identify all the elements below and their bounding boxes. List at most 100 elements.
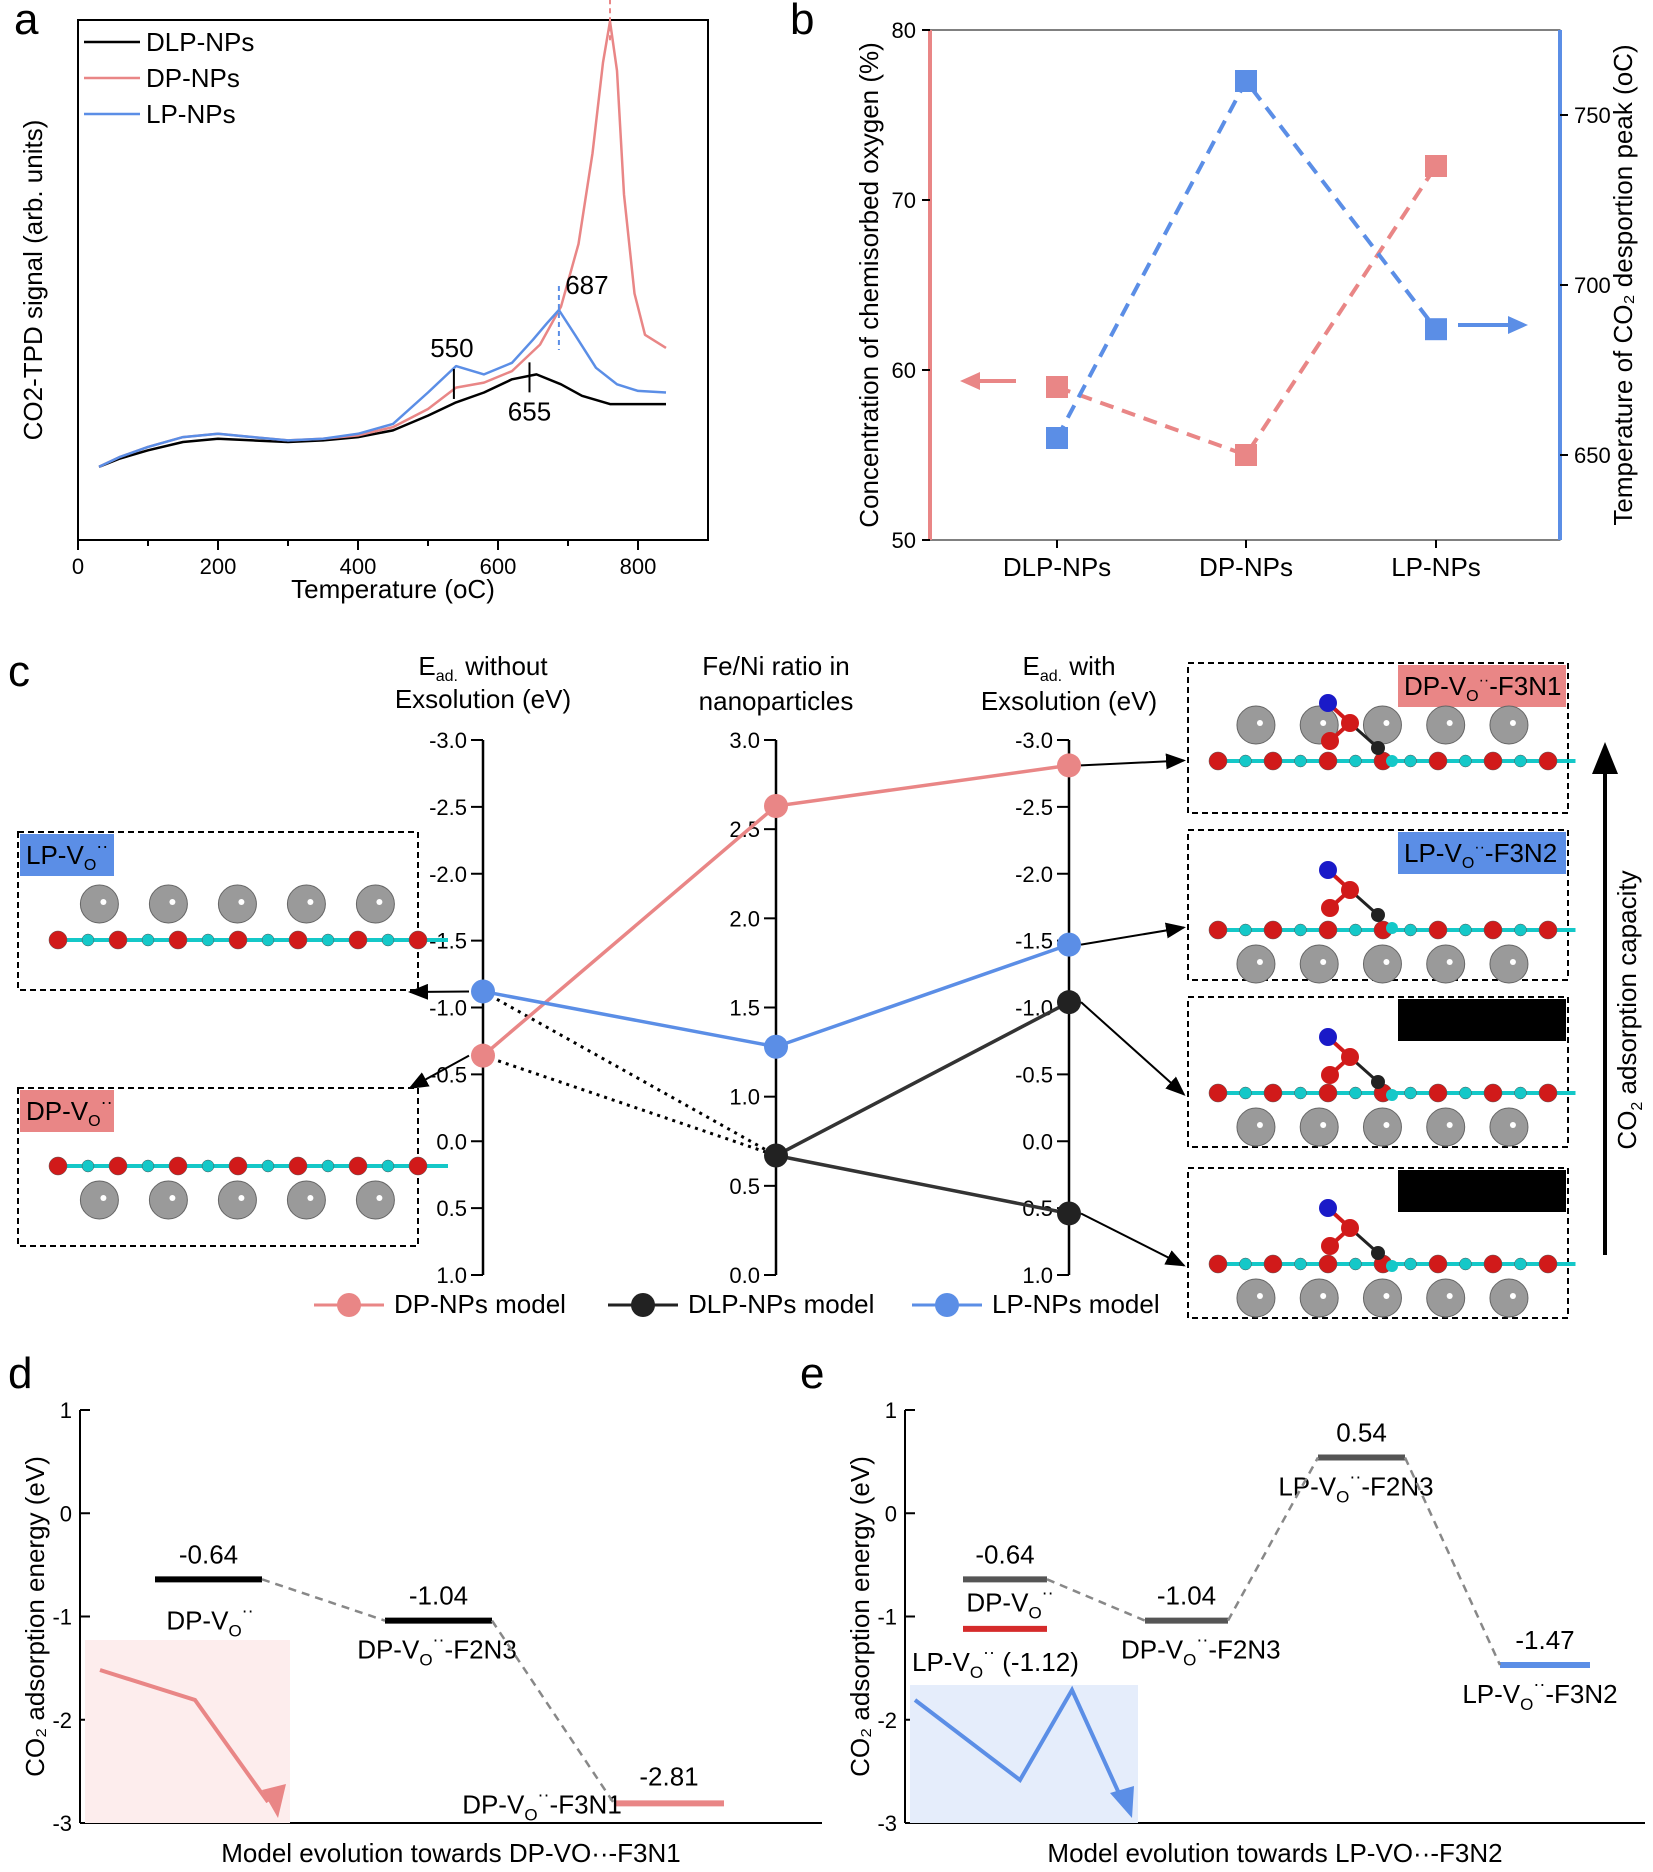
highlight (1446, 959, 1453, 965)
peak-label-687: 687 (565, 270, 608, 300)
h-atom (1386, 1260, 1398, 1272)
legend-label-DLP-NPs: DLP-NPs (146, 27, 254, 57)
carbon-atom (1371, 741, 1385, 755)
energy-value-label: -0.64 (975, 1539, 1034, 1569)
capacity-label: CO2 adsorption capacity (1612, 870, 1646, 1149)
series-point-chemisorbed oxygen (1046, 376, 1068, 398)
highlight (1446, 1122, 1453, 1128)
left-tick-label: 50 (892, 528, 916, 553)
axis-tick-label: 2.5 (729, 817, 760, 842)
right-axis-arrow-head (1508, 316, 1528, 334)
series-point-chemisorbed oxygen (1235, 444, 1257, 466)
metal-atom (286, 884, 326, 924)
highlight (1383, 1293, 1390, 1299)
oxygen-atom (1318, 1083, 1338, 1103)
box-tag-label: DP-VO·· (26, 1092, 113, 1130)
axis-tick-label: 1.0 (1022, 1263, 1053, 1288)
h-atom (201, 933, 215, 947)
pointer-arrow (408, 1054, 470, 1089)
energy-value-label: -0.64 (179, 1539, 238, 1569)
y-tick-label: -2 (877, 1708, 897, 1733)
metal-atom (355, 1180, 395, 1220)
highlight (376, 899, 383, 905)
peak-label-550: 550 (430, 333, 473, 363)
level-name-label: LP-VO·· (-1.12) (912, 1642, 1079, 1682)
h-atom (1514, 754, 1527, 768)
axis-tick-label: -3.0 (429, 728, 467, 753)
h-atom (1404, 1086, 1417, 1100)
highlight (1320, 720, 1327, 726)
highlight (1256, 1293, 1263, 1299)
axis-tick-label: 1.0 (729, 1085, 760, 1110)
h-atom (1349, 754, 1362, 768)
oxygen-atom (1538, 751, 1558, 771)
right-tick-label: 650 (1574, 443, 1611, 468)
left-axis-arrow-head (960, 372, 980, 390)
energy-value-label: -1.47 (1515, 1625, 1574, 1655)
highlight (1509, 959, 1516, 965)
level-connector (261, 1578, 386, 1622)
dotted-connector (482, 1054, 777, 1157)
pointer-arrow (408, 983, 470, 1000)
level-name-label: LP-VO··-F3N2 (1462, 1674, 1617, 1714)
level-name-label: DP-VO··-F2N3 (1121, 1630, 1281, 1670)
y-axis-label: CO₂ adsorption energy (eV) (20, 1456, 50, 1777)
right-axis-label: Temperature of CO₂ desportion peak (oC) (1608, 44, 1638, 525)
highlight (1320, 1122, 1327, 1128)
level-name-label: DP-VO··-F3N1 (462, 1784, 622, 1824)
highlight (1509, 720, 1516, 726)
level-connector (490, 1619, 616, 1805)
h-atom (1404, 1257, 1417, 1271)
atomic-structure (48, 1156, 448, 1220)
axis-tick-label: 0.5 (729, 1174, 760, 1199)
right-tick-label: 750 (1574, 103, 1611, 128)
nitrogen-atom (1319, 694, 1337, 712)
highlight (1446, 720, 1453, 726)
oxygen-atom (1483, 751, 1503, 771)
series-line-dlp (775, 1000, 1070, 1158)
oxygen-atom (1263, 751, 1283, 771)
axis-tick-label: 1.0 (436, 1263, 467, 1288)
y-tick-label: -1 (52, 1605, 72, 1630)
box-tag-bg (1398, 832, 1566, 874)
structure-box (1187, 996, 1569, 1148)
legend-marker (631, 1293, 655, 1317)
oxygen-atom (1263, 1083, 1283, 1103)
x-tick-label: 600 (480, 554, 517, 579)
series-line-DLP-NPs (98, 373, 666, 468)
axis3-title: Ead. with (1022, 651, 1115, 685)
h-atom (1386, 1089, 1398, 1101)
series-point-dp (764, 793, 788, 818)
oxygen-atom (228, 1156, 248, 1176)
axis-tick-label: 0.0 (729, 1263, 760, 1288)
series-point-lp (764, 1034, 788, 1059)
nitrogen-atom (1319, 1028, 1337, 1046)
oxygen-atom (1321, 899, 1339, 917)
h-atom (1239, 754, 1252, 768)
axis-tick-label: -2.0 (429, 862, 467, 887)
series-point-lp (471, 979, 495, 1004)
highlight (238, 899, 245, 905)
highlight (100, 899, 107, 905)
adsorbed-molecule (1319, 694, 1398, 767)
h-atom (1459, 1257, 1472, 1271)
highlight (376, 1195, 383, 1201)
axis-tick-label: -3.0 (1015, 728, 1053, 753)
metal-atom (286, 1180, 326, 1220)
adsorbed-molecule (1319, 1199, 1398, 1272)
metal-atom (1426, 705, 1466, 745)
y-tick-label: 1 (60, 1398, 72, 1423)
oxygen-atom (1318, 751, 1338, 771)
oxygen-atom (1538, 1254, 1558, 1274)
highlight (100, 1195, 107, 1201)
series-point-CO2 desorption peak (1235, 70, 1257, 92)
h-atom (1459, 1086, 1472, 1100)
pointer-arrow (1080, 1212, 1186, 1267)
oxygen-atom (1483, 1254, 1503, 1274)
metal-atom (217, 884, 257, 924)
atomic-structure (1208, 1083, 1576, 1147)
highlight (307, 1195, 314, 1201)
metal-atom (1236, 944, 1276, 984)
axis-tick-label: 0.5 (436, 1196, 467, 1221)
